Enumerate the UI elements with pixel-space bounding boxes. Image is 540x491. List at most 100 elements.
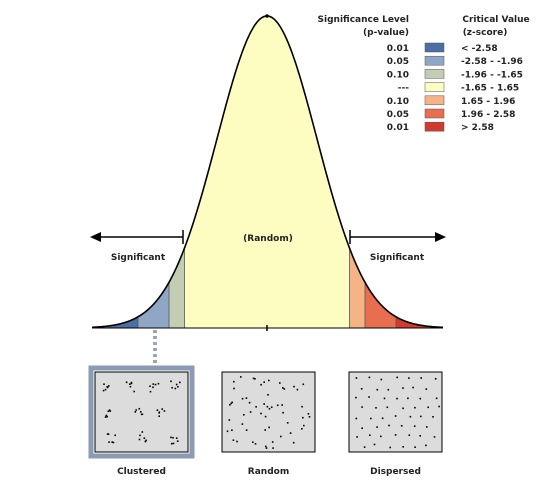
pattern-label: Dispersed bbox=[370, 467, 421, 477]
legend-p-value: 0.10 bbox=[387, 70, 409, 80]
pattern-point bbox=[231, 401, 233, 404]
pattern-point bbox=[409, 415, 412, 418]
pattern-point bbox=[355, 377, 358, 379]
legend-swatch bbox=[424, 95, 445, 106]
pattern-point bbox=[302, 383, 305, 386]
pattern-label: Random bbox=[248, 467, 289, 477]
pattern-point bbox=[266, 405, 269, 408]
pattern-point bbox=[114, 434, 116, 437]
pattern-point bbox=[252, 377, 255, 380]
pattern-point bbox=[129, 385, 132, 388]
legend-p-header: Significance Level bbox=[318, 15, 409, 25]
pattern-point bbox=[133, 390, 135, 393]
pattern-point bbox=[264, 415, 267, 418]
pattern-point bbox=[106, 386, 108, 388]
pattern-point bbox=[161, 408, 163, 410]
pattern-point bbox=[408, 434, 411, 436]
pattern-point bbox=[303, 424, 305, 427]
pattern-point bbox=[163, 410, 166, 412]
pattern-point bbox=[107, 433, 110, 435]
legend-p-value: --- bbox=[398, 84, 409, 94]
pattern-point bbox=[432, 416, 434, 418]
pattern-point bbox=[368, 396, 370, 398]
pattern-point bbox=[263, 381, 265, 383]
pattern-point bbox=[139, 434, 141, 437]
pattern-point bbox=[252, 441, 254, 443]
curve-region-gt-2.58 bbox=[396, 316, 443, 328]
legend-z-header: Critical Value bbox=[462, 15, 529, 25]
pattern-point bbox=[108, 441, 110, 443]
pattern-clustered: Clustered bbox=[88, 365, 195, 477]
pattern-point bbox=[402, 446, 404, 448]
pattern-point bbox=[106, 415, 108, 418]
pattern-point bbox=[414, 446, 416, 448]
pattern-point bbox=[264, 429, 266, 431]
pattern-point bbox=[232, 439, 235, 441]
legend-z-range: 1.65 - 1.96 bbox=[461, 97, 515, 107]
pattern-point bbox=[380, 378, 383, 381]
curve-peak-dot bbox=[265, 14, 269, 18]
pattern-point bbox=[179, 381, 181, 384]
pattern-point bbox=[254, 378, 256, 380]
legend-swatch bbox=[424, 55, 445, 66]
curve-region-lt-2.58 bbox=[92, 316, 138, 328]
pattern-point bbox=[307, 413, 310, 415]
selected-panel-frame bbox=[88, 365, 195, 459]
pattern-point bbox=[388, 424, 390, 427]
pattern-point bbox=[152, 386, 154, 389]
pattern-point bbox=[255, 406, 257, 408]
pattern-point bbox=[233, 387, 235, 390]
pattern-point bbox=[376, 426, 378, 428]
right-significant-label: Significant bbox=[370, 253, 425, 263]
pattern-point bbox=[245, 397, 248, 399]
pattern-point bbox=[296, 388, 299, 391]
right-arrow bbox=[349, 230, 446, 244]
legend-p-value: 0.01 bbox=[387, 123, 409, 133]
pattern-point bbox=[425, 444, 427, 447]
pattern-point bbox=[226, 430, 229, 433]
pattern-point bbox=[141, 431, 144, 433]
pattern-point bbox=[380, 435, 382, 438]
pattern-point bbox=[361, 427, 363, 429]
pattern-point bbox=[130, 382, 133, 385]
pattern-point bbox=[279, 382, 281, 384]
pattern-point bbox=[289, 432, 292, 434]
legend-z-sub: (z-score) bbox=[463, 28, 508, 38]
pattern-point bbox=[363, 446, 366, 448]
pattern-point bbox=[412, 386, 414, 389]
pattern-point bbox=[355, 417, 358, 420]
pattern-point bbox=[355, 396, 357, 399]
pattern-point bbox=[369, 434, 371, 436]
pattern-point bbox=[135, 409, 137, 411]
pattern-point bbox=[376, 388, 379, 391]
pattern-point bbox=[276, 404, 279, 407]
legend-z-range: < -2.58 bbox=[461, 44, 498, 54]
pattern-point bbox=[435, 397, 438, 400]
pattern-point bbox=[138, 407, 141, 410]
pattern-point bbox=[260, 383, 262, 386]
pattern-point bbox=[112, 441, 115, 444]
legend-swatch bbox=[424, 108, 445, 119]
pattern-panel bbox=[221, 371, 316, 453]
curve-region-random bbox=[184, 16, 350, 329]
pattern-point bbox=[108, 409, 111, 411]
legend-swatch bbox=[424, 42, 445, 53]
pattern-point bbox=[420, 377, 422, 379]
pattern-point bbox=[381, 417, 384, 420]
pattern-point bbox=[241, 423, 244, 425]
pattern-point bbox=[373, 443, 376, 446]
legend-z-range: -1.96 - -1.65 bbox=[461, 70, 523, 80]
pattern-point bbox=[425, 388, 428, 390]
pattern-point bbox=[228, 419, 231, 421]
pattern-point bbox=[158, 411, 161, 413]
pattern-point bbox=[361, 406, 363, 408]
legend-row: 0.01 < -2.58 bbox=[387, 42, 498, 54]
pattern-point bbox=[413, 425, 416, 427]
pattern-point bbox=[360, 388, 363, 390]
pattern-point bbox=[263, 403, 265, 405]
pattern-point bbox=[104, 388, 107, 391]
pattern-point bbox=[394, 415, 397, 417]
pattern-point bbox=[158, 415, 160, 417]
pattern-point bbox=[174, 387, 177, 390]
